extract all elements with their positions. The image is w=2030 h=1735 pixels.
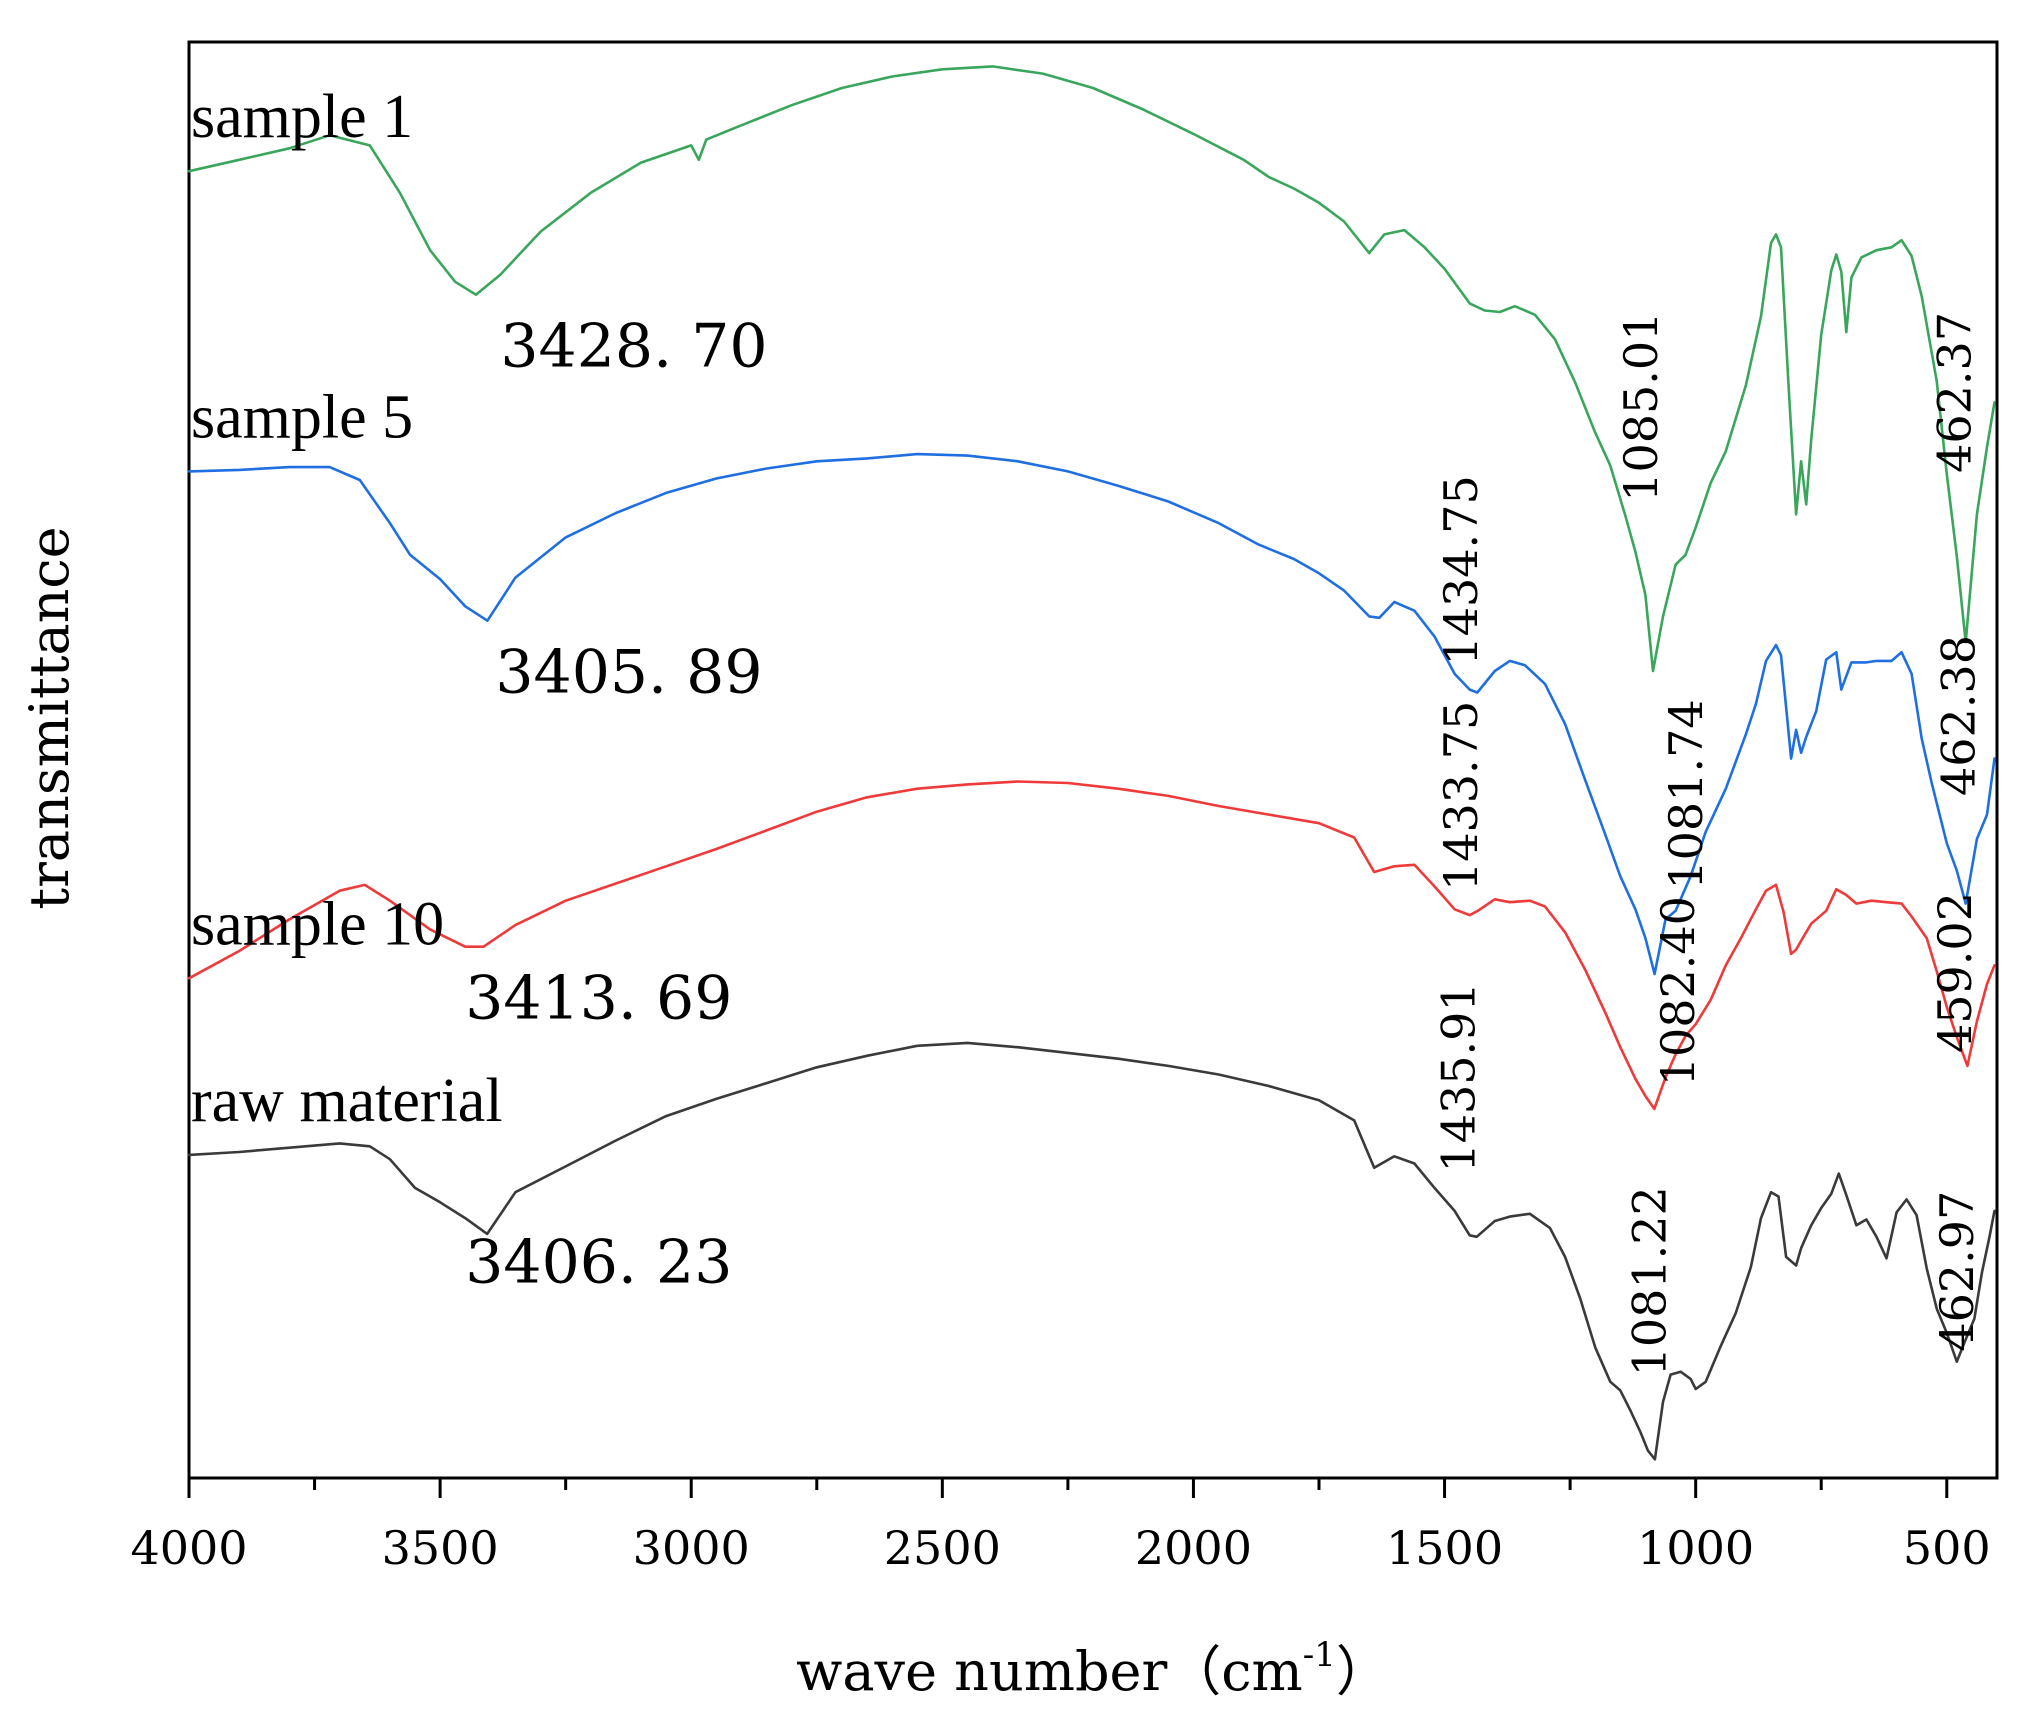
series-line-sample-1 xyxy=(187,65,1996,673)
x-tick-label-500: 500 xyxy=(1903,1521,1991,1575)
peak-label-462-38: 462.38 xyxy=(1931,635,1985,796)
series-label-raw-material: raw material xyxy=(191,1067,503,1135)
peak-label-462-97: 462.97 xyxy=(1930,1191,1984,1352)
plot-frame xyxy=(187,40,1999,1480)
series-line-sample-10 xyxy=(187,780,1996,1111)
peak-label-1081-22: 1081.22 xyxy=(1623,1186,1677,1376)
x-tick-label-3500: 3500 xyxy=(382,1521,499,1575)
series-label-sample-10: sample 10 xyxy=(191,890,444,958)
peak-label-3413-69: 3413. 69 xyxy=(465,963,732,1033)
series-line-raw-material xyxy=(187,1041,1996,1461)
peak-label-3405-89: 3405. 89 xyxy=(495,638,762,708)
x-tick-label-4000: 4000 xyxy=(130,1521,247,1575)
x-tick-label-3000: 3000 xyxy=(633,1521,750,1575)
x-axis-title: wave number（cm-1） xyxy=(796,1635,1390,1703)
peak-label-1433-75: 1433.75 xyxy=(1434,701,1488,891)
series-line-sample-5 xyxy=(187,452,1996,976)
series-label-sample-5: sample 5 xyxy=(191,383,413,451)
peak-label-459-02: 459.02 xyxy=(1928,892,1982,1053)
peak-label-1081-74: 1081.74 xyxy=(1659,699,1713,889)
peak-label-1085-01: 1085.01 xyxy=(1614,312,1668,502)
x-tick-label-1000: 1000 xyxy=(1637,1521,1754,1575)
series-label-sample-1: sample 1 xyxy=(191,83,413,151)
peak-label-1434-75: 1434.75 xyxy=(1434,475,1488,665)
peak-label-462-37: 462.37 xyxy=(1927,312,1981,473)
peak-label-3428-70: 3428. 70 xyxy=(500,312,767,382)
x-axis-title-superscript: -1 xyxy=(1303,1635,1336,1675)
x-tick-label-1500: 1500 xyxy=(1386,1521,1503,1575)
annotation-layer: sample 1 sample 5 sample 10 raw material 342… xyxy=(191,83,1985,1376)
series-layer xyxy=(187,65,1996,1461)
peak-label-1082-40: 1082.40 xyxy=(1651,896,1705,1086)
x-axis: 4000 3500 3000 2500 2000 1500 1000 500 xyxy=(130,1478,1991,1575)
peak-label-3406-23: 3406. 23 xyxy=(465,1228,732,1298)
y-axis-title: transmittance xyxy=(18,526,81,909)
peak-label-1435-91: 1435.91 xyxy=(1432,982,1486,1172)
x-tick-label-2000: 2000 xyxy=(1135,1521,1252,1575)
x-tick-label-2500: 2500 xyxy=(884,1521,1001,1575)
